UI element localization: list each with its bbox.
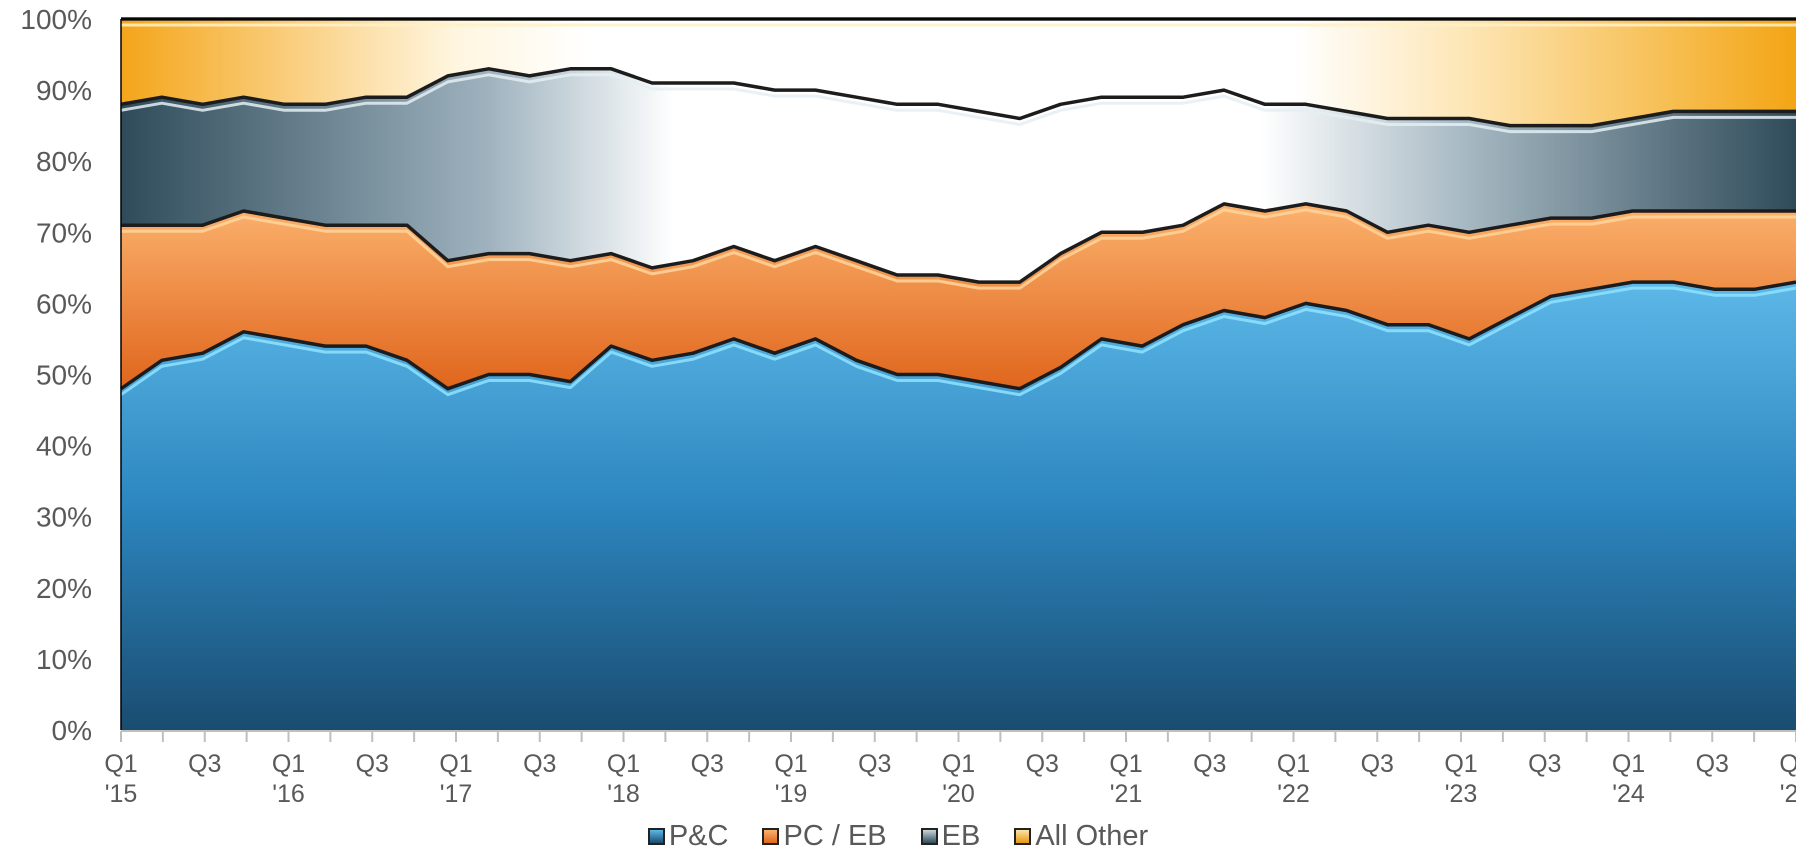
y-tick-label: 40% (36, 431, 92, 462)
x-tick-label: Q1 (439, 750, 472, 778)
x-tick-label: Q1 (1612, 750, 1645, 778)
x-tick-label: Q3 (1696, 750, 1729, 778)
x-tick-label: Q3 (523, 750, 556, 778)
plot-areas (120, 17, 1796, 730)
x-tick-label: Q3 (356, 750, 389, 778)
x-tick-year-label: '20 (942, 780, 975, 808)
y-tick-label: 80% (36, 146, 92, 177)
y-tick-label: 10% (36, 644, 92, 675)
legend-item-pc: P&C (647, 820, 729, 853)
y-tick-label: 50% (36, 360, 92, 391)
y-axis-tick-labels: 0% 10% 20% 30% 40% 50% 60% 70% 80% 90% 100% (20, 4, 92, 746)
x-tick-label: Q1 (607, 750, 640, 778)
y-tick-label: 90% (36, 75, 92, 106)
x-tick-year-label: '18 (607, 780, 640, 808)
legend-label-pc: P&C (668, 820, 729, 852)
x-tick-label: Q1 (104, 750, 137, 778)
x-tick-label: Q1 (1277, 750, 1310, 778)
legend-item-all-other: All Other (1014, 820, 1148, 853)
x-tick-year-label: '17 (440, 780, 473, 808)
boundary-line-eb-highlight (120, 73, 1796, 134)
x-tick-label: Q3 (691, 750, 724, 778)
x-tick-year-label: '19 (775, 780, 808, 808)
y-tick-label: 70% (36, 217, 92, 248)
legend: P&C PC / EB EB All Other (0, 820, 1796, 853)
legend-swatch-eb (920, 828, 938, 845)
x-tick-year-label: '25 (1780, 780, 1796, 808)
stacked-area-chart: 0%10%20%30%40%50%60%70%80%90%100% Q1'15Q… (20, 4, 1796, 808)
legend-label-pc-eb: PC / EB (783, 820, 887, 852)
x-tick-label: Q3 (1361, 750, 1394, 778)
x-tick-label: Q3 (858, 750, 891, 778)
x-tick-year-label: '21 (1110, 780, 1143, 808)
y-tick-label: 0% (52, 715, 92, 746)
legend-label-eb: EB (941, 820, 981, 852)
boundary-line-pc (120, 280, 1796, 391)
x-tick-year-label: '16 (272, 780, 305, 808)
x-tick-year-label: '23 (1445, 780, 1478, 808)
x-tick-year-label: '15 (105, 780, 138, 808)
x-tick-label: Q3 (1026, 750, 1059, 778)
x-tick-label: Q1 (774, 750, 807, 778)
x-tick-label: Q3 (1528, 750, 1561, 778)
legend-item-pc-eb: PC / EB (762, 820, 887, 853)
y-tick-label: 20% (36, 573, 92, 604)
legend-swatch-all-other (1014, 828, 1032, 845)
legend-swatch-pc-eb (762, 828, 780, 845)
boundary-line-pc-eb-highlight (121, 208, 1796, 290)
y-tick-label: 30% (36, 502, 92, 533)
area-pc-eb (121, 203, 1796, 389)
legend-swatch-pc (647, 828, 665, 845)
x-tick-label: Q1 (272, 750, 305, 778)
x-tick-label: Q1 (1779, 750, 1796, 778)
boundary-line-pc-highlight (120, 286, 1796, 397)
x-tick-label: Q1 (1444, 750, 1477, 778)
area-all-other (121, 19, 1796, 126)
x-tick-label: Q3 (188, 750, 221, 778)
boundary-line-eb (120, 67, 1796, 128)
legend-item-eb: EB (920, 820, 981, 853)
x-tick-year-label: '24 (1612, 780, 1645, 808)
y-tick-label: 100% (20, 4, 92, 35)
area-pc (121, 282, 1796, 730)
x-tick-label: Q3 (1193, 750, 1226, 778)
y-tick-label: 60% (36, 288, 92, 319)
x-tick-label: Q1 (942, 750, 975, 778)
boundary-line-pc-eb (121, 202, 1796, 284)
x-tick-label: Q1 (1109, 750, 1142, 778)
legend-label-all-other: All Other (1035, 820, 1149, 852)
x-tick-year-label: '22 (1277, 780, 1310, 808)
